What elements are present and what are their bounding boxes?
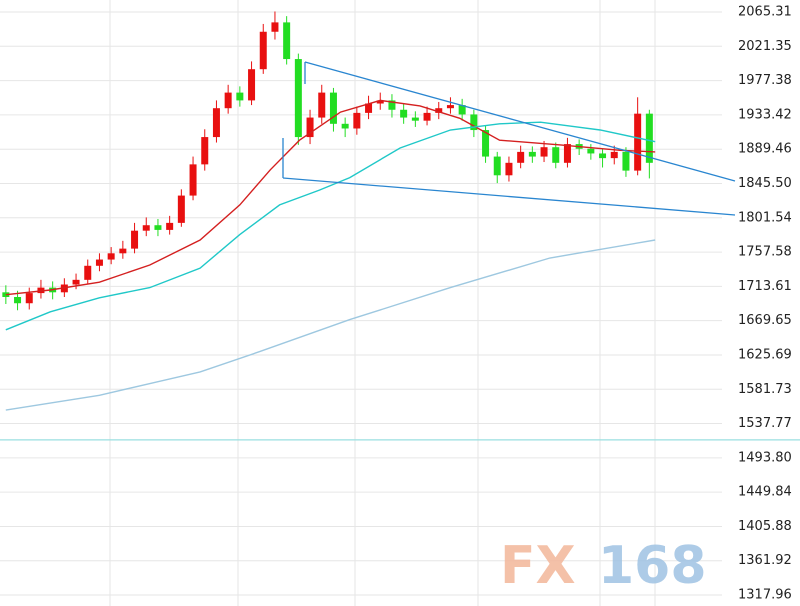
watermark-fx: FX xyxy=(500,536,576,596)
candle-body xyxy=(341,123,349,129)
candle-body xyxy=(306,117,314,138)
y-tick-label: 1713.61 xyxy=(738,279,792,294)
candle-body xyxy=(95,259,103,266)
candle-body xyxy=(224,92,232,109)
candle-body xyxy=(599,153,607,159)
candle-body xyxy=(458,105,466,115)
y-tick-label: 1977.38 xyxy=(738,73,792,88)
y-tick-label: 2065.31 xyxy=(738,5,792,20)
candle-body xyxy=(119,248,127,254)
candle-body xyxy=(388,100,396,110)
candle-body xyxy=(201,137,209,165)
y-tick-label: 1449.84 xyxy=(738,485,792,500)
candle-body xyxy=(528,151,536,157)
candle-body xyxy=(353,112,361,129)
candle-body xyxy=(84,265,92,280)
candle-body xyxy=(493,156,501,176)
trend-line-lower xyxy=(282,177,736,216)
y-tick-label: 1801.54 xyxy=(738,210,792,225)
vertical-grid xyxy=(109,0,656,606)
candle-body xyxy=(435,108,443,113)
y-tick-label: 1493.80 xyxy=(738,450,792,465)
candle-body xyxy=(212,108,220,138)
trend-lines xyxy=(282,61,736,216)
y-tick-label: 1317.96 xyxy=(738,588,792,603)
y-tick-label: 1933.42 xyxy=(738,107,792,122)
candle-body xyxy=(248,69,256,101)
y-tick-label: 2021.35 xyxy=(738,39,792,54)
candle-body xyxy=(517,151,525,163)
candle-body xyxy=(25,293,33,304)
trend-line-upper xyxy=(304,61,736,182)
y-axis: 2065.31 2021.35 1977.38 1933.42 1889.46 1845.… xyxy=(738,5,792,603)
candle-body xyxy=(142,225,150,231)
candle-body xyxy=(259,31,267,70)
candle-body xyxy=(505,162,513,176)
candle-body xyxy=(622,151,630,171)
candle-body xyxy=(72,279,80,285)
candle-body xyxy=(107,253,115,260)
candle-body xyxy=(552,147,560,163)
candle-body xyxy=(376,100,384,104)
y-tick-label: 1405.88 xyxy=(738,519,792,534)
candle-body xyxy=(423,112,431,121)
candle-body xyxy=(329,92,337,124)
y-tick-label: 1669.65 xyxy=(738,313,792,328)
candle-body xyxy=(365,103,373,113)
candle-body xyxy=(283,22,291,60)
candle-body xyxy=(587,148,595,154)
candle-body xyxy=(411,117,419,121)
candle-body xyxy=(634,113,642,171)
y-tick-label: 1361.92 xyxy=(738,553,792,568)
candle-body xyxy=(540,147,548,157)
candle-body xyxy=(166,222,174,230)
watermark-168: 168 xyxy=(598,536,707,596)
y-tick-label: 1889.46 xyxy=(738,142,792,157)
candle-body xyxy=(446,105,454,109)
candle-body xyxy=(14,296,22,304)
candle-body xyxy=(482,130,490,157)
candle-body xyxy=(177,195,185,223)
y-tick-label: 1581.73 xyxy=(738,382,792,397)
y-tick-label: 1757.58 xyxy=(738,245,792,260)
moving-average-line xyxy=(5,99,656,296)
candle-body xyxy=(294,59,302,138)
moving-average-line xyxy=(5,239,656,411)
y-tick-label: 1845.50 xyxy=(738,176,792,191)
candle-body xyxy=(131,230,139,249)
candle-body xyxy=(236,92,244,101)
candle-body xyxy=(271,22,279,32)
candle-body xyxy=(154,225,162,230)
candle-body xyxy=(318,92,326,118)
candle-body xyxy=(400,109,408,118)
candle-body xyxy=(645,113,653,163)
candle-body xyxy=(563,144,571,163)
y-tick-label: 1537.77 xyxy=(738,416,792,431)
candle-body xyxy=(610,151,618,159)
candle-body xyxy=(189,164,197,196)
candle-body xyxy=(470,114,478,131)
y-tick-label: 1625.69 xyxy=(738,347,792,362)
